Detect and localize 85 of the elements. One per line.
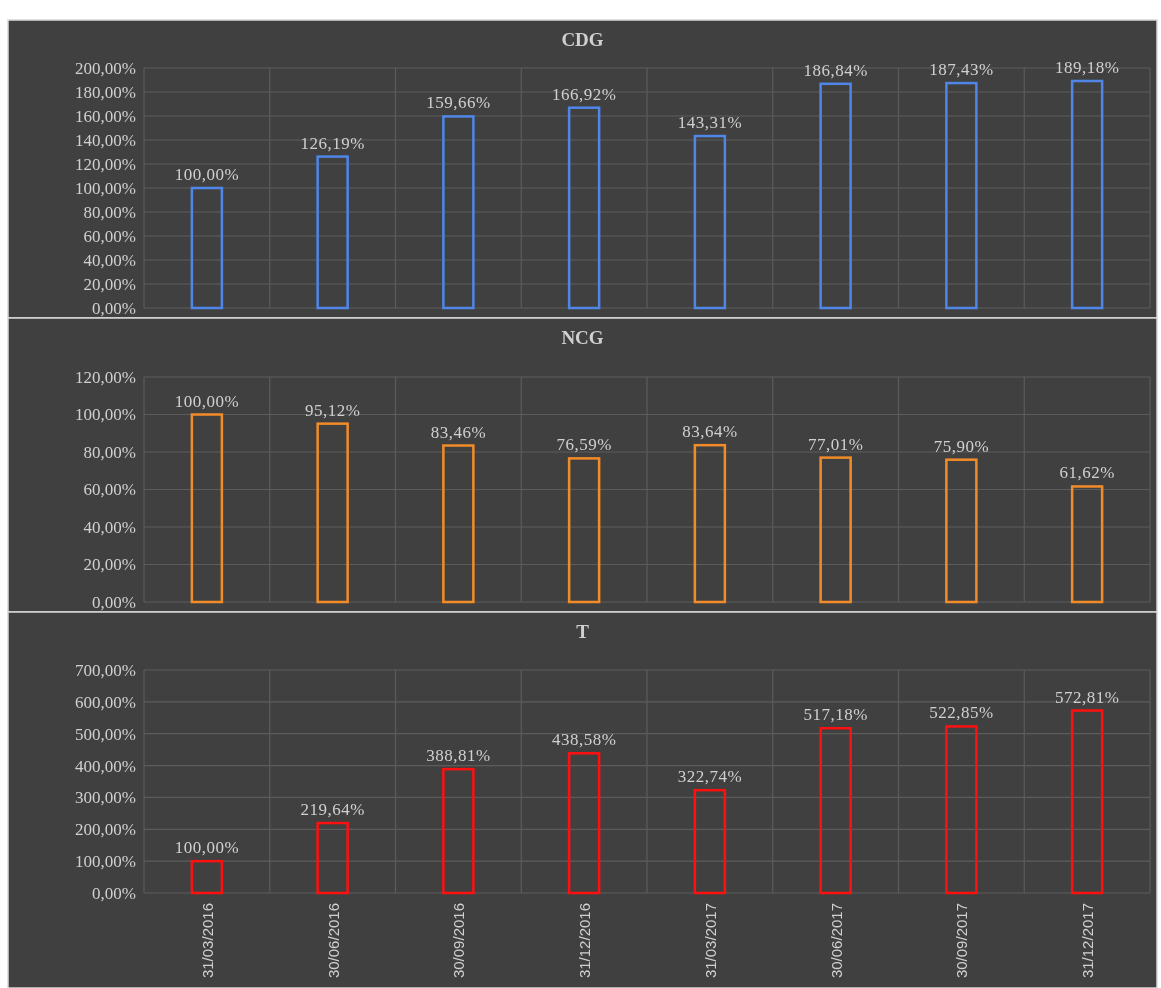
data-label: 187,43%: [929, 60, 994, 80]
data-label: 126,19%: [300, 133, 365, 153]
x-tick-label: 30/09/2017: [953, 903, 971, 979]
data-label: 143,31%: [677, 113, 743, 133]
bar: [190, 859, 224, 895]
data-label: 219,64%: [300, 800, 365, 820]
x-tick-label: 31/12/2016: [576, 903, 594, 979]
data-label: 388,81%: [426, 746, 491, 766]
data-label: 186,84%: [803, 60, 868, 80]
bar: [819, 456, 852, 604]
y-tick-label: 60,00%: [83, 226, 136, 246]
y-tick-label: 300,00%: [75, 788, 136, 808]
bar: [693, 134, 727, 310]
data-label: 100,00%: [174, 165, 240, 184]
bar: [945, 725, 978, 895]
bar: [442, 115, 475, 310]
y-tick-label: 120,00%: [75, 367, 136, 387]
bar: [1070, 79, 1104, 310]
data-label: 100,00%: [174, 838, 240, 858]
x-tick-label: 30/09/2016: [450, 903, 468, 979]
data-label: 517,18%: [803, 705, 868, 725]
x-tick-label: 31/03/2016: [198, 903, 216, 979]
data-label: 83,46%: [430, 422, 487, 442]
bar: [567, 106, 601, 310]
data-label: 166,92%: [551, 84, 617, 104]
y-tick-label: 160,00%: [75, 106, 136, 126]
y-tick-label: 140,00%: [75, 130, 136, 150]
y-tick-label: 100,00%: [75, 852, 136, 872]
y-tick-label: 20,00%: [83, 555, 136, 575]
y-tick-label: 400,00%: [75, 756, 136, 776]
data-label: 572,81%: [1054, 687, 1120, 707]
bar: [819, 82, 852, 310]
y-tick-label: 40,00%: [83, 250, 136, 270]
y-tick-label: 100,00%: [75, 405, 136, 425]
chart-title: CDG: [561, 29, 604, 50]
data-label: 83,64%: [682, 422, 738, 442]
data-label: 77,01%: [807, 434, 864, 454]
bar: [316, 821, 349, 895]
bar: [1070, 485, 1104, 604]
y-tick-label: 120,00%: [75, 154, 136, 174]
y-tick-label: 180,00%: [75, 82, 136, 102]
data-label: 100,00%: [174, 391, 240, 411]
bar: [190, 186, 224, 310]
bar: [567, 752, 601, 895]
y-tick-label: 0,00%: [92, 592, 136, 612]
bar: [693, 443, 727, 604]
bar: [567, 457, 601, 604]
x-tick-label: 31/03/2017: [701, 903, 719, 979]
y-tick-label: 600,00%: [75, 692, 136, 712]
bar: [190, 413, 224, 604]
x-tick-label: 30/06/2017: [827, 903, 845, 979]
bar: [442, 767, 475, 895]
bar: [442, 444, 475, 604]
bar: [945, 81, 978, 310]
bar: [316, 155, 349, 310]
data-label: 522,85%: [929, 703, 994, 723]
bar: [819, 726, 852, 895]
bar: [945, 458, 978, 604]
data-label: 322,74%: [677, 767, 743, 787]
x-tick-label: 31/12/2017: [1079, 903, 1097, 979]
data-label: 75,90%: [933, 436, 990, 456]
data-label: 159,66%: [426, 93, 491, 113]
y-tick-label: 500,00%: [75, 724, 136, 744]
y-tick-label: 80,00%: [83, 202, 136, 222]
chart-title: T: [576, 621, 590, 642]
y-tick-label: 0,00%: [92, 298, 136, 318]
y-tick-label: 60,00%: [83, 480, 136, 500]
chart-title: NCG: [561, 327, 604, 348]
bar: [316, 422, 349, 604]
y-tick-label: 700,00%: [75, 660, 136, 680]
y-tick-label: 200,00%: [75, 820, 136, 840]
y-tick-label: 40,00%: [83, 517, 136, 537]
bar: [693, 788, 727, 895]
data-label: 438,58%: [551, 730, 617, 750]
y-tick-label: 80,00%: [83, 442, 136, 462]
x-tick-label: 30/06/2016: [324, 903, 342, 979]
data-label: 189,18%: [1054, 57, 1120, 77]
bar: [1070, 709, 1104, 895]
y-tick-label: 100,00%: [75, 178, 136, 198]
data-label: 76,59%: [556, 435, 612, 455]
data-label: 61,62%: [1059, 463, 1115, 483]
data-label: 95,12%: [304, 400, 361, 420]
y-tick-label: 20,00%: [83, 274, 136, 294]
y-tick-label: 200,00%: [75, 58, 136, 78]
y-tick-label: 0,00%: [92, 883, 136, 903]
